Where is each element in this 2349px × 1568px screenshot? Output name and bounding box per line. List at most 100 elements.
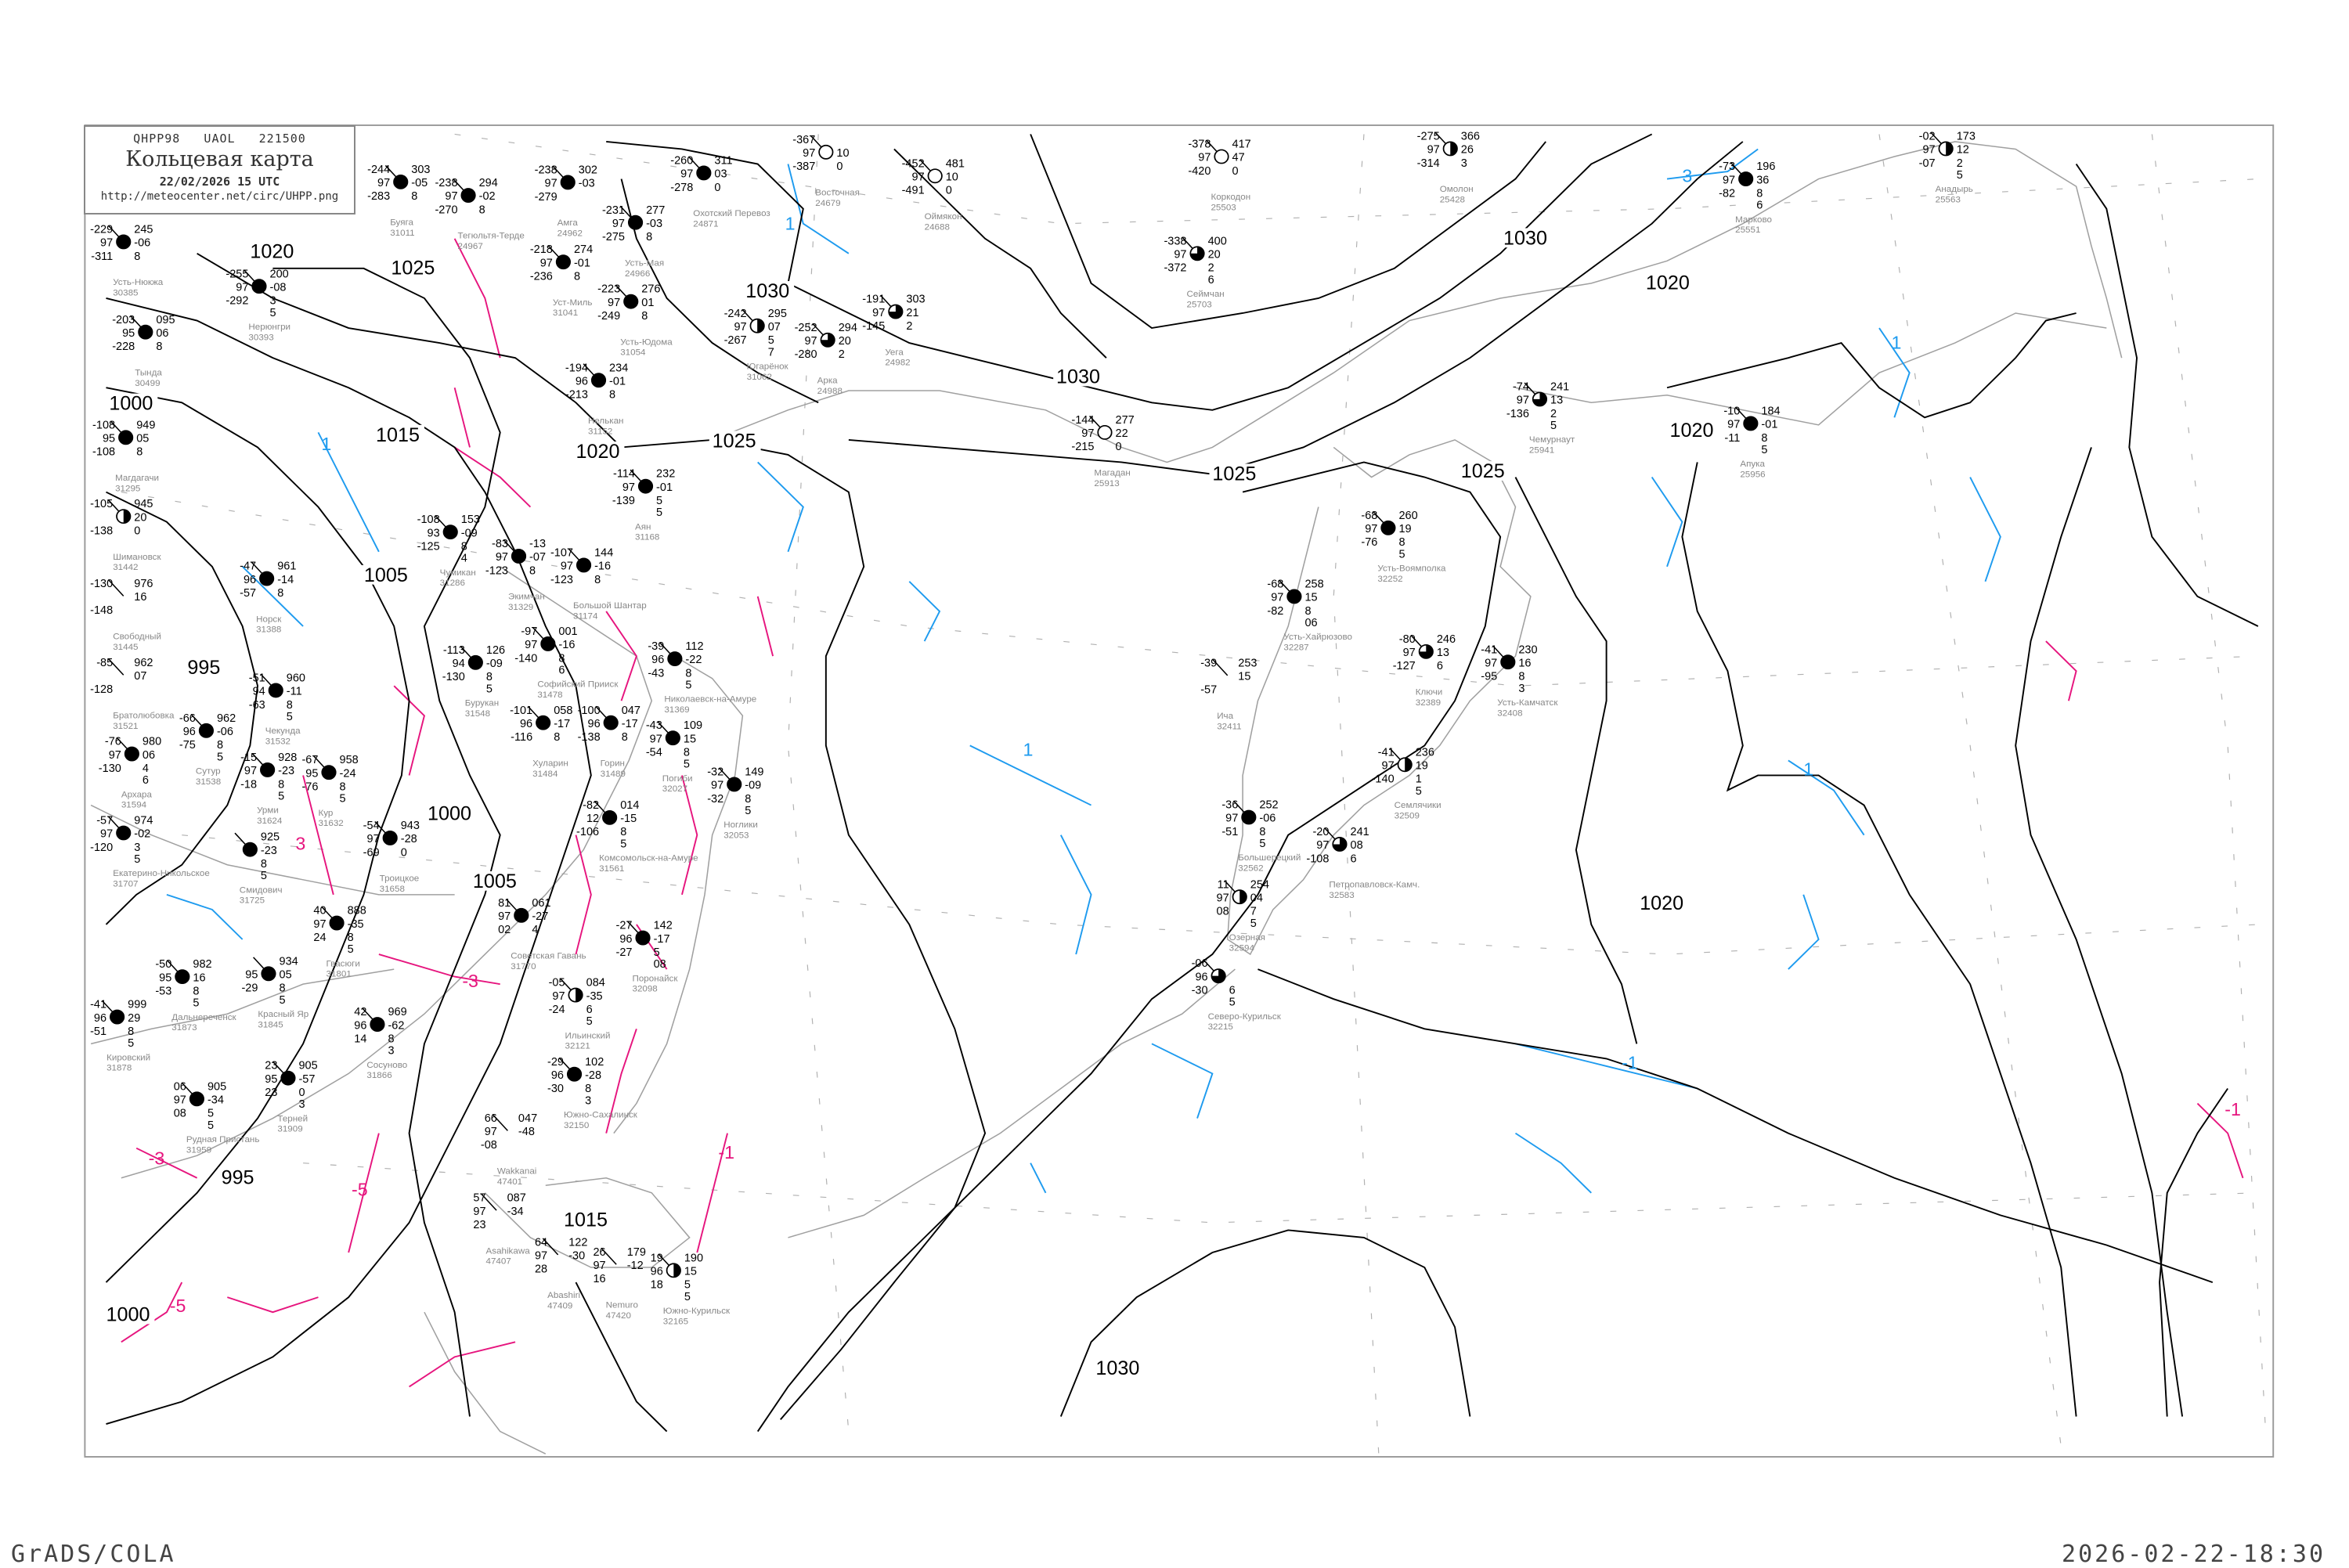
- station-31707[interactable]: -57 974 97 -02 -120 35 Екатерино-Никольское 317…: [90, 815, 210, 889]
- station-32098[interactable]: -27 142 96 -17 -27 508 Поронайск 32098: [616, 920, 679, 994]
- station-31561[interactable]: -82 014 12 -15 -106 85 Комсомольск-на-Амуре315…: [576, 799, 698, 874]
- station-25503[interactable]: -378 417 97 47 -420 0 Коркодон 25503: [1188, 139, 1250, 213]
- station-47409[interactable]: 64 122 97 -30 28 Abashiri 47409: [535, 1237, 587, 1311]
- station-32121[interactable]: -05 084 97 -35 -24 65 Ильинский 32121: [549, 977, 611, 1051]
- station-id: 31707: [113, 880, 138, 889]
- station-dewpoint: -283: [367, 190, 390, 203]
- station-32583[interactable]: -20 241 97 08 -108 6 Петропавловск-Камч.32583: [1306, 826, 1420, 900]
- station-25428[interactable]: -275 366 97 26 -314 3 Омолон 25428: [1417, 131, 1480, 205]
- station-31801[interactable]: 40 888 97 -35 24 85 Гвасюги 31801: [313, 905, 366, 979]
- station-temperature: 11: [1218, 878, 1229, 891]
- station-visibility: 95: [159, 971, 171, 984]
- station-name: Оймякон: [925, 212, 962, 222]
- station-visibility: 97: [561, 561, 573, 573]
- station-25563[interactable]: -02 173 97 12 -07 25 Анадырь 25563: [1919, 131, 1976, 205]
- isobar-label-group: 1005: [361, 564, 413, 586]
- station-dewpoint: 16: [593, 1273, 605, 1285]
- station-dewpoint: -270: [435, 204, 457, 216]
- station-pressure-tendency: 16: [134, 591, 146, 604]
- station-31295[interactable]: -108 949 95 05 -108 8 Магдагачи 31295: [92, 420, 159, 494]
- station-31909[interactable]: 23 905 95 -57 23 03 Терней 31909: [265, 1060, 317, 1134]
- station-cloud-height: 5: [684, 759, 690, 771]
- isotherm-warm: [454, 446, 532, 508]
- station-30385[interactable]: -229 245 97 -06 -311 8 Усть-Нюкжа 30385: [90, 224, 164, 298]
- source-url[interactable]: http://meteocenter.net/circ/UHPP.png: [100, 190, 339, 203]
- station-31878[interactable]: -41 999 96 29 -51 85 Кировский 31878: [90, 999, 150, 1073]
- station-pressure-tendency: 29: [128, 1012, 140, 1025]
- isobar-label-bg: [1457, 461, 1510, 481]
- station-low-cloud: 8: [1761, 432, 1767, 445]
- station-31594[interactable]: -76 980 97 06 -130 46 Архара 31594: [99, 736, 161, 810]
- station-visibility: 95: [265, 1073, 277, 1086]
- station-name: Братолюбовка: [113, 712, 175, 721]
- station-visibility: 97: [1723, 174, 1735, 186]
- station-id: 47401: [497, 1177, 522, 1187]
- station-24982[interactable]: -191 303 97 21 -145 2 Уега 24982: [862, 294, 925, 368]
- isotherm-label-group: -1: [1622, 1053, 1638, 1073]
- isobar-label: 1025: [391, 258, 435, 279]
- station-visibility: 97: [1271, 592, 1283, 604]
- station-temperature: -39: [648, 640, 664, 653]
- station-dewpoint: -27: [616, 946, 633, 959]
- station-24871[interactable]: -260 311 97 03 -278 0 Охотский Перевоз 24871: [670, 155, 770, 229]
